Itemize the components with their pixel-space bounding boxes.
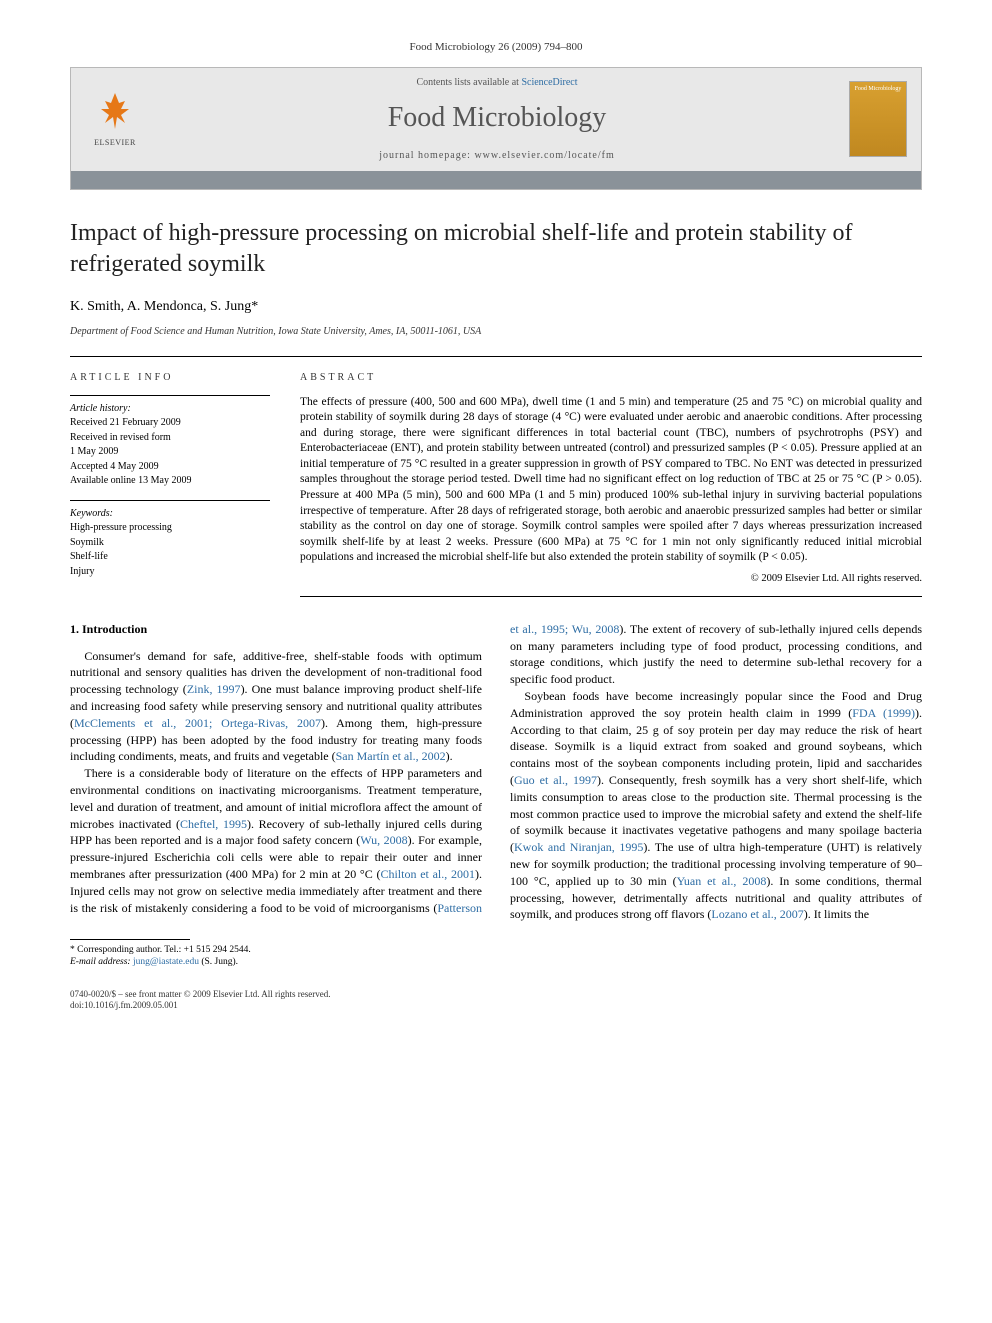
banner-top: ELSEVIER Contents lists available at Sci… (71, 68, 921, 171)
history-line: Received 21 February 2009 (70, 416, 270, 430)
body-paragraph: Consumer's demand for safe, additive-fre… (70, 648, 482, 766)
banner-center: Contents lists available at ScienceDirec… (145, 76, 849, 163)
keyword: Soymilk (70, 536, 270, 550)
history-line: 1 May 2009 (70, 445, 270, 459)
authors: K. Smith, A. Mendonca, S. Jung* (70, 298, 922, 317)
citation-link[interactable]: FDA (1999) (852, 706, 915, 720)
homepage-prefix: journal homepage: (379, 150, 474, 161)
elsevier-logo: ELSEVIER (85, 84, 145, 154)
homepage-url[interactable]: www.elsevier.com/locate/fm (474, 150, 614, 161)
history-line: Received in revised form (70, 431, 270, 445)
citation-link[interactable]: Lozano et al., 2007 (711, 907, 803, 921)
article-title: Impact of high-pressure processing on mi… (70, 218, 922, 280)
keyword: High-pressure processing (70, 521, 270, 535)
citation-link[interactable]: San Martín et al., 2002 (336, 749, 446, 763)
elsevier-tree-icon (95, 89, 135, 138)
page-footer: 0740-0020/$ – see front matter © 2009 El… (70, 989, 922, 1012)
footer-copyright: 0740-0020/$ – see front matter © 2009 El… (70, 989, 922, 1001)
history-line: Available online 13 May 2009 (70, 474, 270, 488)
citation-link[interactable]: Wu, 2008 (360, 833, 407, 847)
journal-homepage: journal homepage: www.elsevier.com/locat… (145, 149, 849, 163)
page-citation: Food Microbiology 26 (2009) 794–800 (70, 40, 922, 55)
journal-banner: ELSEVIER Contents lists available at Sci… (70, 67, 922, 190)
citation-link[interactable]: Zink, 1997 (187, 682, 241, 696)
abstract-text: The effects of pressure (400, 500 and 60… (300, 395, 922, 566)
corr-author-line: * Corresponding author. Tel.: +1 515 294… (70, 944, 922, 956)
body-paragraph: Soybean foods have become increasingly p… (510, 688, 922, 923)
cover-label: Food Microbiology (855, 86, 902, 93)
info-abstract-row: ARTICLE INFO Article history: Received 2… (70, 356, 922, 596)
body-text: ). (446, 749, 453, 763)
journal-cover-thumbnail: Food Microbiology (849, 81, 907, 157)
email-label: E-mail address: (70, 957, 133, 967)
keyword: Shelf-life (70, 550, 270, 564)
corresponding-author-footnote: * Corresponding author. Tel.: +1 515 294… (70, 944, 922, 969)
citation-link[interactable]: Yuan et al., 2008 (677, 874, 767, 888)
keyword: Injury (70, 565, 270, 579)
article-history-block: Article history: Received 21 February 20… (70, 395, 270, 488)
contents-prefix: Contents lists available at (416, 77, 521, 88)
email-suffix: (S. Jung). (199, 957, 238, 967)
email-line: E-mail address: jung@iastate.edu (S. Jun… (70, 956, 922, 968)
keywords-block: Keywords: High-pressure processing Soymi… (70, 500, 270, 579)
journal-name: Food Microbiology (145, 99, 849, 137)
citation-link[interactable]: Cheftel, 1995 (180, 817, 247, 831)
contents-available: Contents lists available at ScienceDirec… (145, 76, 849, 90)
elsevier-label: ELSEVIER (94, 138, 136, 149)
affiliation: Department of Food Science and Human Nut… (70, 325, 922, 339)
footnote-separator (70, 939, 190, 940)
article-info-heading: ARTICLE INFO (70, 371, 270, 385)
citation-link[interactable]: Chilton et al., 2001 (380, 867, 475, 881)
history-line: Accepted 4 May 2009 (70, 460, 270, 474)
abstract-panel: ABSTRACT The effects of pressure (400, 5… (300, 371, 922, 596)
article-info-panel: ARTICLE INFO Article history: Received 2… (70, 371, 270, 596)
banner-bottom-bar (71, 171, 921, 189)
sciencedirect-link[interactable]: ScienceDirect (521, 77, 577, 88)
citation-link[interactable]: Guo et al., 1997 (514, 773, 597, 787)
abstract-heading: ABSTRACT (300, 371, 922, 385)
body-columns: 1. Introduction Consumer's demand for sa… (70, 621, 922, 923)
keywords-label: Keywords: (70, 507, 270, 521)
footer-doi: doi:10.1016/j.fm.2009.05.001 (70, 1000, 922, 1012)
citation-link[interactable]: Kwok and Niranjan, 1995 (514, 840, 643, 854)
section-title: Introduction (82, 622, 147, 636)
abstract-copyright: © 2009 Elsevier Ltd. All rights reserved… (300, 572, 922, 586)
abstract-rule (300, 596, 922, 597)
section-number: 1. (70, 622, 79, 636)
section-heading: 1. Introduction (70, 621, 482, 638)
body-text: ). It limits the (804, 907, 869, 921)
citation-link[interactable]: McClements et al., 2001; Ortega-Rivas, 2… (74, 716, 321, 730)
email-link[interactable]: jung@iastate.edu (133, 957, 199, 967)
history-label: Article history: (70, 402, 270, 416)
